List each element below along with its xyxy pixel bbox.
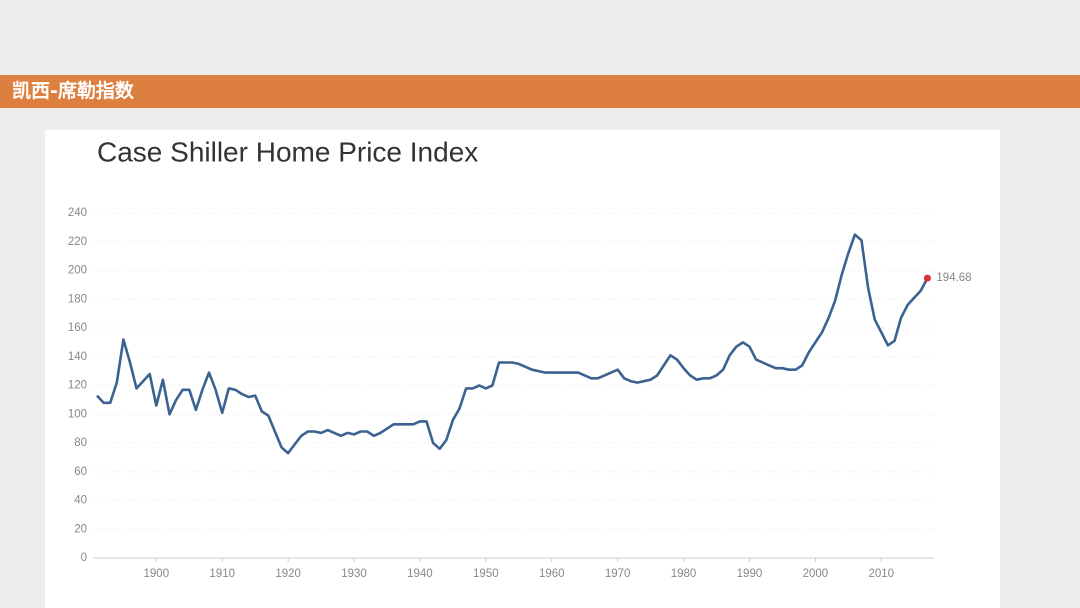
- x-tick-label: 1950: [473, 568, 499, 580]
- y-tick-label: 80: [74, 437, 87, 449]
- y-tick-label: 140: [68, 351, 87, 363]
- end-marker: [923, 274, 931, 282]
- y-tick-label: 120: [68, 380, 87, 392]
- y-tick-label: 200: [68, 265, 87, 277]
- x-tick-label: 1990: [737, 568, 763, 580]
- value-label: 194.68: [936, 272, 971, 284]
- y-tick-label: 160: [68, 322, 87, 334]
- x-tick-label: 1960: [539, 568, 565, 580]
- y-tick-label: 60: [74, 466, 87, 478]
- x-tick-label: 1970: [605, 568, 631, 580]
- y-tick-label: 20: [74, 523, 87, 535]
- x-tick-label: 1940: [407, 568, 433, 580]
- y-tick-label: 0: [81, 552, 87, 564]
- x-tick-label: 2010: [868, 568, 894, 580]
- x-tick-label: 1930: [341, 568, 367, 580]
- chart: Case Shiller Home Price Index 0 20 40 60 80 1…: [45, 130, 1000, 608]
- x-tick-label: 1910: [209, 568, 235, 580]
- header-title: 凯西-席勒指数: [0, 75, 1080, 108]
- y-tick-label: 100: [68, 408, 87, 420]
- y-tick-label: 220: [68, 236, 87, 248]
- x-tick-label: 1920: [275, 568, 301, 580]
- x-tick-label: 1900: [144, 568, 170, 580]
- x-tick-label: 1980: [671, 568, 697, 580]
- y-tick-label: 240: [68, 207, 87, 219]
- y-tick-label: 40: [74, 495, 87, 507]
- y-tick-label: 180: [68, 293, 87, 305]
- chart-title: Case Shiller Home Price Index: [97, 136, 478, 167]
- data-line: [96, 233, 929, 455]
- x-tick-label: 2000: [803, 568, 829, 580]
